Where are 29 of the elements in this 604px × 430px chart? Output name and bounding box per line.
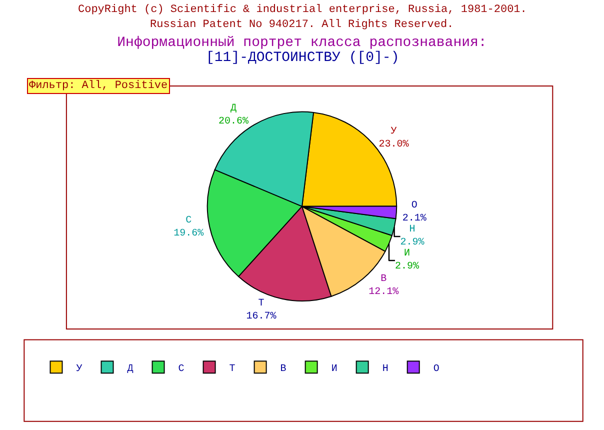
legend-label: С	[178, 364, 184, 375]
slice-label: Н	[409, 224, 416, 236]
slice-label: О	[411, 200, 418, 212]
slice-label: Т	[258, 298, 264, 310]
text: CopyRight (c) Scientific & industrial enterprise, Russia, 1981-2001.	[78, 4, 527, 16]
data-label: 19.6%	[174, 228, 204, 240]
legend-label: Н	[382, 364, 388, 375]
data-label: 2.9%	[395, 262, 420, 272]
data-label: 20.6%	[218, 116, 249, 128]
data-label: 2.9%	[400, 238, 424, 248]
text: Фильтр: All, Positive	[29, 80, 168, 92]
legend-label: И	[331, 364, 338, 375]
legend-label: Т	[229, 364, 236, 375]
text: Russian Patent No 940217. All Rights Reserved.	[150, 19, 454, 31]
slice-label: Д	[230, 104, 237, 115]
data-label: 23.0%	[378, 139, 409, 150]
data-label: 12.1%	[368, 287, 399, 298]
chart-subtitle: [11]-ДОСТОИНСТВУ ([0]-)	[206, 50, 400, 66]
data-label: 16.7%	[246, 311, 276, 322]
legend-label: О	[433, 364, 440, 375]
legend-label: Д	[127, 364, 134, 375]
slice-label: И	[404, 248, 410, 260]
chart-title: Информационный портрет класса распознавания:	[117, 34, 487, 51]
slice-label: В	[380, 274, 387, 286]
data-label: 2.1%	[402, 214, 426, 224]
slice-label: С	[186, 216, 192, 227]
slice-label: У	[390, 126, 397, 138]
legend-label: У	[76, 364, 82, 375]
legend-label: В	[280, 364, 286, 375]
